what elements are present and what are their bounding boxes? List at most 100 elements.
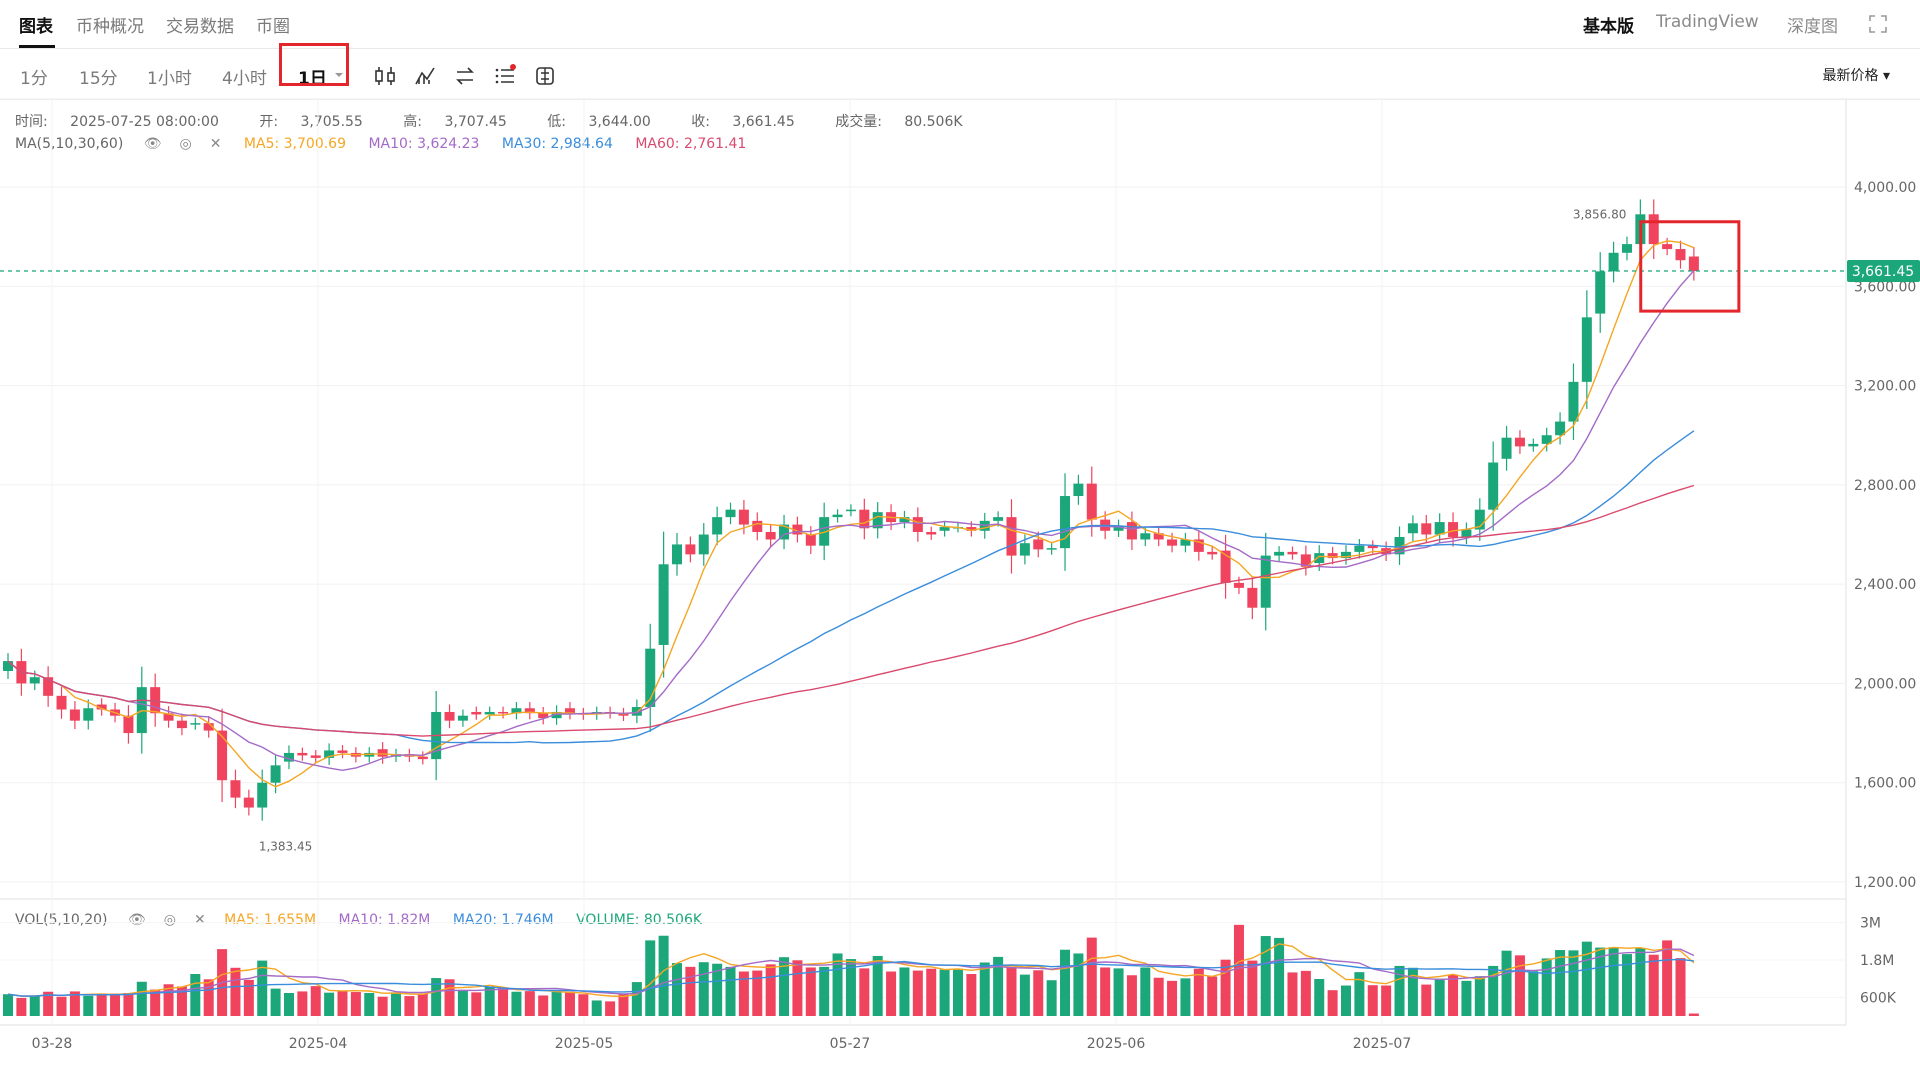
volume-bar	[845, 959, 856, 1016]
target-icon[interactable]: ◎	[163, 912, 176, 928]
volume-bar	[805, 967, 816, 1016]
candle-body	[1247, 587, 1258, 608]
volume-bar	[350, 992, 361, 1016]
volume-bar	[1688, 1013, 1699, 1016]
volume-bar	[1140, 967, 1151, 1016]
volume-bar	[1474, 976, 1485, 1016]
tab-depth-chart[interactable]: 深度图	[1787, 17, 1838, 37]
ma30-line	[7, 430, 1695, 744]
volume-bar	[564, 991, 575, 1016]
volume-bar	[1233, 924, 1244, 1016]
candle-body	[243, 797, 254, 808]
candle-body	[1394, 536, 1405, 555]
price-mode-select[interactable]: 最新价格 ▾	[1822, 68, 1890, 84]
volume-bar	[1354, 972, 1365, 1016]
volume-bar	[176, 986, 187, 1016]
eye-icon[interactable]: 👁	[143, 136, 162, 152]
timeframe-1m[interactable]: 1分	[20, 69, 48, 89]
candle-body	[1501, 437, 1512, 459]
tab-coin-circle[interactable]: 币圈	[256, 17, 290, 37]
candle-body	[1207, 551, 1218, 555]
volume-bar	[725, 966, 736, 1016]
volume-bar	[1019, 974, 1030, 1016]
volume-bar	[779, 957, 790, 1016]
volume-tick-label: 1.8M	[1860, 953, 1894, 969]
volume-bar	[1274, 937, 1285, 1016]
volume-bar	[1394, 965, 1405, 1016]
candle-body	[1180, 539, 1191, 546]
target-icon[interactable]: ◎	[179, 136, 192, 152]
volume-bar	[551, 992, 562, 1016]
volume-bar	[765, 964, 776, 1016]
candle-body	[1581, 317, 1592, 382]
volume-bar	[56, 996, 67, 1016]
volume-bar	[712, 963, 723, 1016]
volume-bar	[110, 993, 121, 1016]
volume-bar	[297, 991, 308, 1016]
volume-bar	[832, 953, 843, 1016]
top-tab-bar: 图表 币种概况 交易数据 币圈 基本版 TradingView 深度图	[0, 0, 1920, 49]
tab-basic[interactable]: 基本版	[1583, 17, 1634, 37]
volume-bar	[1033, 970, 1044, 1016]
volume-ma20-line	[7, 958, 1694, 997]
volume-bar	[1314, 978, 1325, 1016]
volume-bar	[1648, 954, 1659, 1016]
candle-body	[1193, 539, 1204, 552]
tab-coin-overview[interactable]: 币种概况	[76, 17, 144, 37]
volume-bar	[1073, 953, 1084, 1016]
volume-ma10-line	[7, 948, 1695, 997]
volume-bar	[3, 994, 13, 1016]
candle-body	[1140, 533, 1151, 540]
candle-body	[618, 713, 629, 716]
tab-chart[interactable]: 图表	[19, 17, 53, 37]
candle-body	[805, 534, 816, 546]
chevron-down-icon[interactable]	[334, 71, 344, 79]
volume-bar	[1488, 965, 1499, 1016]
volume-bar	[1327, 990, 1338, 1016]
candle-body	[1528, 443, 1539, 447]
last-price-label: 3,661.45	[1852, 264, 1914, 280]
price-tick-label: 1,600.00	[1854, 776, 1916, 792]
indicator-icon[interactable]	[413, 64, 437, 88]
volume-bar	[605, 1001, 616, 1016]
timeframe-4h[interactable]: 4小时	[222, 69, 267, 89]
timeframe-15m[interactable]: 15分	[79, 69, 118, 89]
candle-body	[738, 509, 749, 525]
tab-trade-data[interactable]: 交易数据	[166, 17, 234, 37]
candle-body	[672, 544, 682, 565]
settings-list-icon[interactable]	[493, 64, 517, 88]
x-tick-label: 05-27	[830, 1036, 871, 1052]
candle-body	[832, 514, 843, 518]
candle-body	[765, 532, 776, 540]
close-icon[interactable]: ✕	[209, 136, 222, 152]
volume-bar	[1581, 941, 1592, 1016]
volume-bar	[672, 963, 682, 1016]
fullscreen-icon[interactable]	[1868, 14, 1888, 34]
candlestick-type-icon[interactable]	[373, 64, 397, 88]
candle-body	[939, 527, 950, 531]
chart-settings-icon[interactable]	[533, 64, 557, 88]
candle-body	[631, 707, 642, 716]
volume-bar	[498, 987, 509, 1016]
volume-bar	[203, 979, 214, 1016]
volume-bar	[1595, 947, 1606, 1016]
volume-bar	[511, 991, 522, 1016]
candle-body	[1046, 548, 1057, 550]
ma30-value: MA30: 2,984.64	[501, 136, 613, 152]
eye-icon[interactable]: 👁	[127, 912, 146, 928]
candle-body	[1006, 517, 1017, 556]
chart-layer: 4,000.00 3,600.00 3,200.00 2,800.00 2,400.00…	[0, 98, 1920, 1052]
timeframe-1h[interactable]: 1小时	[147, 69, 192, 89]
volume-bar	[1113, 968, 1124, 1016]
candle-body	[1595, 271, 1606, 314]
candle-body	[29, 677, 40, 684]
volume-bar	[752, 970, 763, 1016]
close-icon[interactable]: ✕	[193, 912, 206, 928]
candle-body	[1033, 539, 1044, 550]
tab-tradingview[interactable]: TradingView	[1656, 12, 1759, 32]
x-tick-label: 2025-06	[1087, 1036, 1146, 1052]
candle-body	[712, 517, 723, 535]
swap-icon[interactable]	[453, 64, 477, 88]
candle-body	[1220, 550, 1231, 583]
